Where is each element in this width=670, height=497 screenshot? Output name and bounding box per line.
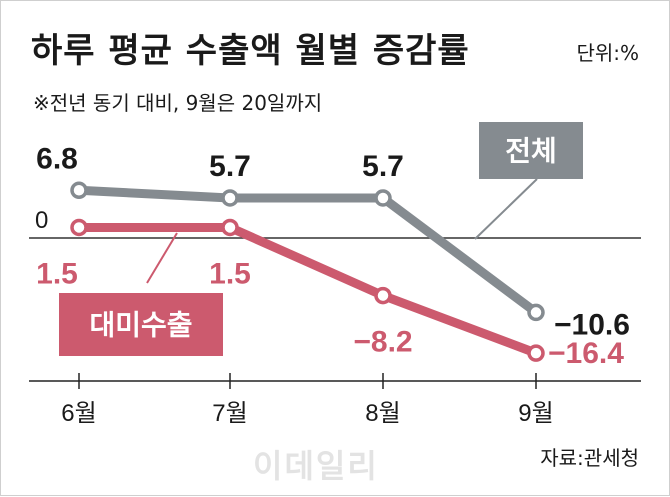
series-2-legend-label: 대미수출 xyxy=(89,309,192,342)
series-1-point-1 xyxy=(70,181,88,200)
series-2-point-1 xyxy=(70,218,88,237)
series-line-1 xyxy=(74,185,541,317)
series-2-leader-line xyxy=(146,232,178,284)
series-2-value-label-1: 1.5 xyxy=(36,257,78,290)
zero-tick-label: 0 xyxy=(35,207,48,234)
series-line-2 xyxy=(74,222,541,358)
series-1-point-3 xyxy=(374,189,392,207)
series-1-legend-label: 전체 xyxy=(505,135,557,168)
source-label: 자료:관세청 xyxy=(540,446,639,470)
chart-subtitle: ※전년 동기 대비, 9월은 20일까지 xyxy=(33,91,323,115)
series-1-value-label-1: 6.8 xyxy=(36,142,78,175)
series-2-tag-box xyxy=(59,293,223,356)
x-tick-label-4: 9월 xyxy=(518,400,553,427)
series-1-leader-line xyxy=(474,178,538,240)
series-2-value-label-2: 1.5 xyxy=(209,257,251,290)
x-tick-label-1: 6월 xyxy=(61,400,96,427)
series-2-point-2 xyxy=(221,218,239,237)
series-1-point-2 xyxy=(221,189,239,207)
series-2-point-3 xyxy=(374,286,392,305)
series-1-tag: 전체 xyxy=(479,122,583,179)
series-1-value-label-2: 5.7 xyxy=(209,150,251,183)
series-2-tag: 대미수출 xyxy=(59,293,223,356)
series-2-value-label-4: −16.4 xyxy=(548,337,624,370)
series-1-value-label-4: −10.6 xyxy=(554,308,630,341)
series-2-point-4 xyxy=(527,344,545,362)
x-tick-label-2: 7월 xyxy=(212,400,247,427)
chart-title: 하루 평균 수출액 월별 증감률 xyxy=(31,31,470,71)
watermark-logo: 이데일리 xyxy=(253,447,379,485)
series-1-tag-box xyxy=(479,122,583,179)
unit-label: 단위:% xyxy=(576,41,639,65)
series-1-point-4 xyxy=(527,303,545,322)
series-1-value-label-3: 5.7 xyxy=(362,150,404,183)
series-2-value-label-3: −8.2 xyxy=(353,326,412,359)
x-tick-label-3: 8월 xyxy=(365,400,400,427)
